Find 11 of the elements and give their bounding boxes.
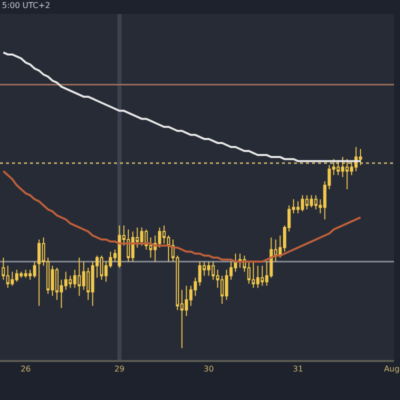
candlestick xyxy=(118,224,122,268)
x-tick-label: Aug xyxy=(384,364,400,374)
candlestick xyxy=(305,194,309,210)
x-tick-label: 30 xyxy=(204,364,214,374)
x-tick-label: 29 xyxy=(114,364,125,374)
x-tick-label: 31 xyxy=(292,364,304,374)
candlestick xyxy=(100,255,104,280)
candlestick xyxy=(300,194,304,212)
text: 5:00 UTC+2 xyxy=(2,1,50,10)
x-tick-label: 26 xyxy=(20,364,31,374)
candlestick xyxy=(37,239,41,306)
